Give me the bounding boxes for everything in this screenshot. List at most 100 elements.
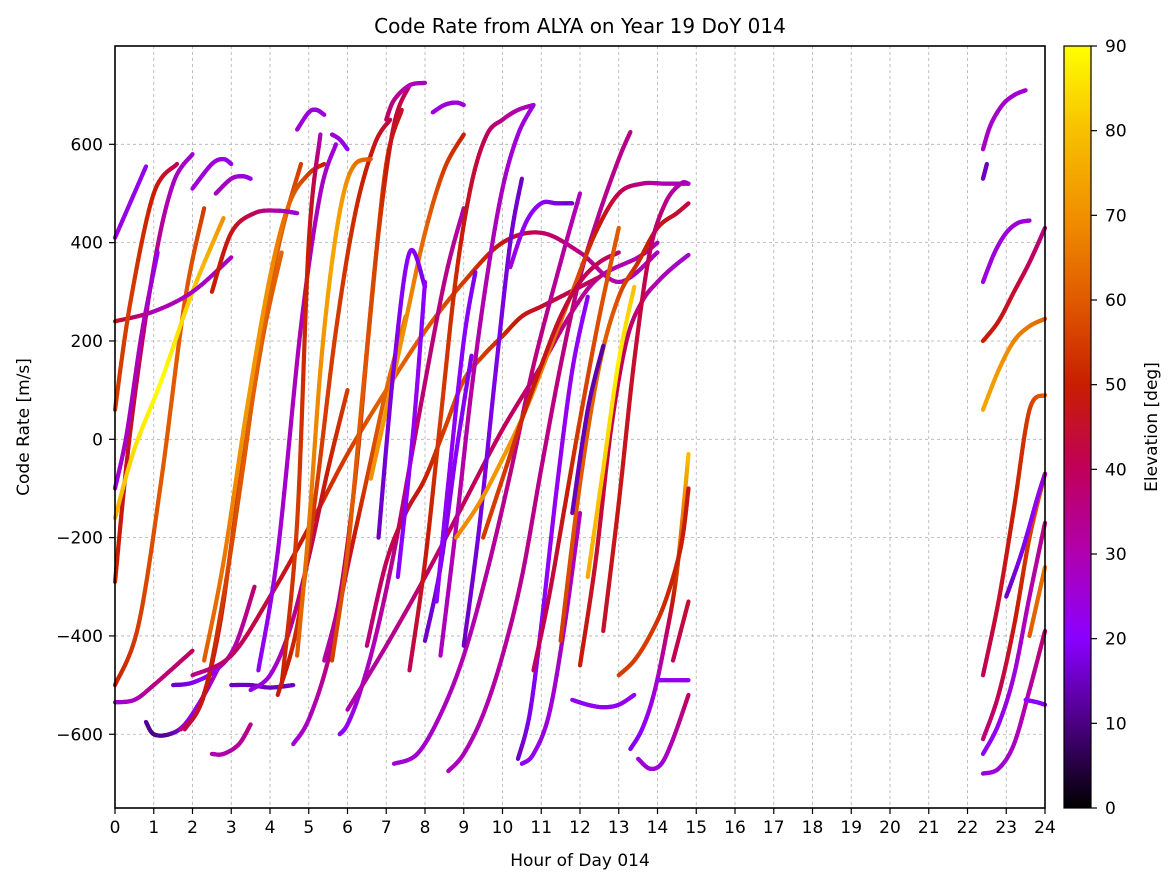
x-tick-label: 19 [840,818,862,838]
track-segment [297,444,303,470]
x-tick-label: 9 [458,818,469,838]
satellite-track [980,88,1028,152]
satellite-track [112,215,226,521]
track-segment [167,398,174,417]
y-tick-label: −400 [56,627,103,647]
track-segment [301,332,307,359]
satellite-track [531,225,621,673]
track-segment [298,311,305,329]
track-segment [295,485,302,509]
track-segment [287,594,294,612]
track-segment [298,161,304,169]
satellite-track [577,252,691,668]
track-segment [468,353,474,362]
colorbar-tick-label: 60 [1105,291,1127,311]
track-segment [577,510,583,520]
y-tick-label: 600 [71,135,103,155]
data-series [112,80,1048,776]
track-segment [189,152,195,158]
track-segment [220,215,226,224]
track-segment [142,164,149,172]
satellite-track [209,722,253,757]
track-segment [166,412,173,430]
track-segment [251,584,257,592]
x-tick-label: 10 [492,818,514,838]
track-segment [305,255,311,277]
track-segment [188,648,195,655]
satellite-track [279,132,323,688]
track-segment [227,255,234,261]
satellite-track [616,486,691,678]
track-segment [631,284,637,292]
x-tick-label: 11 [530,818,552,838]
track-segment [384,427,390,447]
track-segment [278,250,284,259]
colorbar-tick-label: 80 [1105,122,1127,142]
colorbar: 0 10 20 30 40 50 60 70 80 90 Elevation [deg] [1063,37,1162,819]
chart-title: Code Rate from ALYA on Year 19 DoY 014 [374,14,786,38]
y-tick-label: 400 [71,234,103,254]
colorbar-tick-label: 90 [1105,37,1127,57]
track-segment [399,107,404,114]
x-tick-label: 15 [685,818,707,838]
track-segment [387,117,393,123]
x-tick-label: 17 [763,818,785,838]
satellite-track [202,161,327,663]
x-tick-label: 24 [1034,818,1056,838]
satellite-track [213,174,253,196]
track-segment [685,692,691,699]
track-segment [305,240,311,260]
colorbar-ticks: 0 10 20 30 40 50 60 70 80 90 [1091,37,1127,819]
y-axis: −600 −400 −200 0 200 400 600 [56,135,115,745]
track-segment [301,354,307,382]
satellite-track [376,247,428,540]
x-tick-label: 0 [110,818,121,838]
y-axis-label: Code Rate [m/s] [14,358,34,496]
track-segment [294,520,300,541]
track-segment [565,567,572,585]
track-segment [292,368,299,390]
colorbar-label: Elevation [deg] [1142,362,1162,492]
track-segment [174,344,181,362]
track-segment [615,225,621,234]
x-tick-label: 8 [420,818,431,838]
track-segment [653,250,660,256]
track-segment [295,503,301,525]
x-tick-label: 20 [879,818,901,838]
satellite-track [295,156,373,658]
track-segment [154,250,160,258]
satellite-track [980,392,1048,678]
satellite-track [481,250,621,540]
track-segment [530,102,536,109]
track-segment [294,352,300,373]
satellite-track [570,343,606,516]
colorbar-gradient [1063,45,1092,809]
satellite-track [558,201,691,643]
track-segment [291,551,298,571]
track-segment [280,490,287,512]
x-tick-label: 13 [608,818,630,838]
track-segment [296,465,302,490]
track-segment [600,343,606,351]
colorbar-tick-label: 20 [1105,630,1127,650]
x-tick-label: 12 [569,818,591,838]
satellite-track [508,199,575,270]
satellite-track [1004,471,1048,599]
track-segment [289,402,295,425]
satellite-track [515,294,590,761]
x-tick-label: 2 [187,818,198,838]
track-segment [585,294,590,302]
track-segment [685,599,691,607]
track-segment [278,507,285,528]
colorbar-tick-label: 50 [1105,376,1127,396]
satellite-track [628,451,691,752]
satellite-track [601,180,691,634]
y-tick-label: −600 [56,725,103,745]
x-tick-label: 22 [957,818,979,838]
satellite-track [112,648,195,705]
track-segment [299,399,305,427]
satellite-track [407,102,536,673]
x-tick-label: 5 [303,818,314,838]
y-tick-label: −200 [56,529,103,549]
satellite-track [980,520,1048,757]
